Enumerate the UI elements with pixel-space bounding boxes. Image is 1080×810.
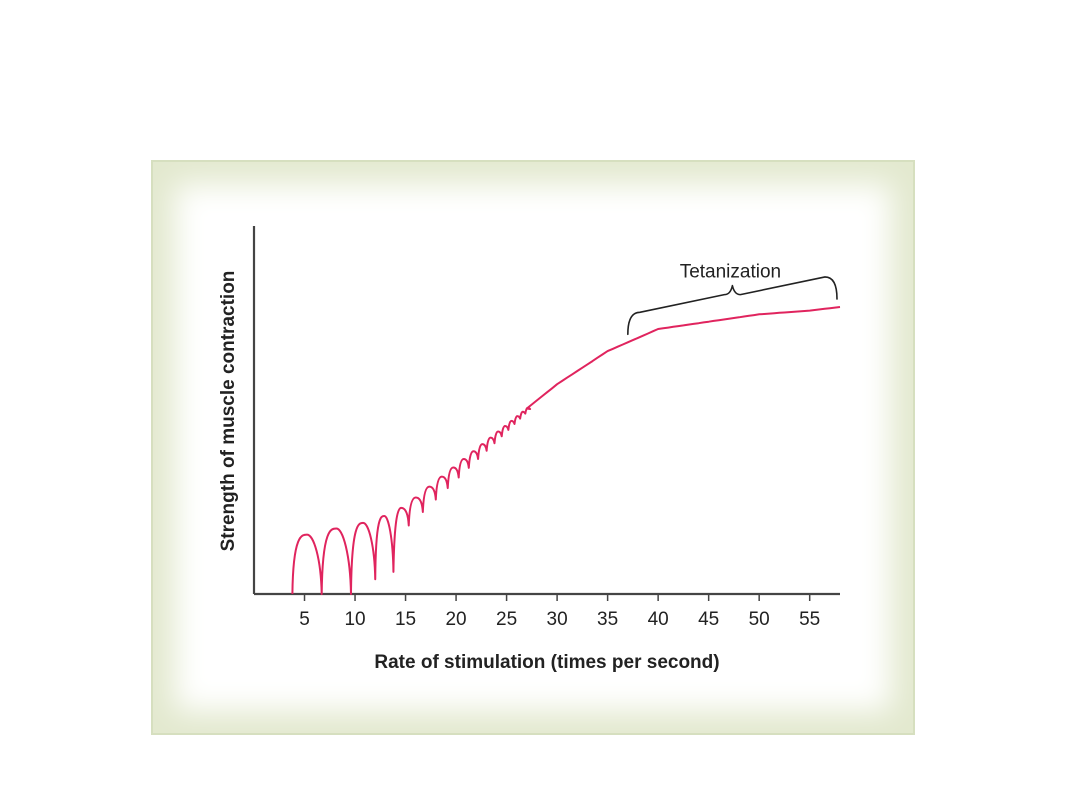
x-tick-label: 15 — [395, 609, 416, 630]
chart: 5 10 15 20 25 30 35 40 45 50 55 Tetanization Rate … — [218, 226, 841, 673]
x-tick-label: 35 — [597, 609, 618, 630]
x-tick-label: 30 — [547, 609, 568, 630]
x-tick-label: 45 — [698, 609, 719, 630]
chart-frame: 5 10 15 20 25 30 35 40 45 50 55 Tetanization Rate … — [151, 160, 915, 735]
x-tick-label: 50 — [749, 609, 770, 630]
tetanization-brace — [627, 276, 838, 336]
x-tick-label: 20 — [445, 609, 466, 630]
x-tick-label: 5 — [299, 609, 310, 630]
x-tick-label: 40 — [648, 609, 669, 630]
x-axis-label: Rate of stimulation (times per second) — [374, 652, 719, 673]
y-axis-label: Strength of muscle contraction — [218, 271, 239, 552]
annotation-label: Tetanization — [680, 262, 781, 283]
series-line — [291, 306, 841, 595]
x-tick-label: 25 — [496, 609, 517, 630]
x-tick-label: 55 — [799, 609, 820, 630]
x-ticks: 5 10 15 20 25 30 35 40 45 50 55 — [299, 594, 820, 630]
x-tick-label: 10 — [344, 609, 365, 630]
